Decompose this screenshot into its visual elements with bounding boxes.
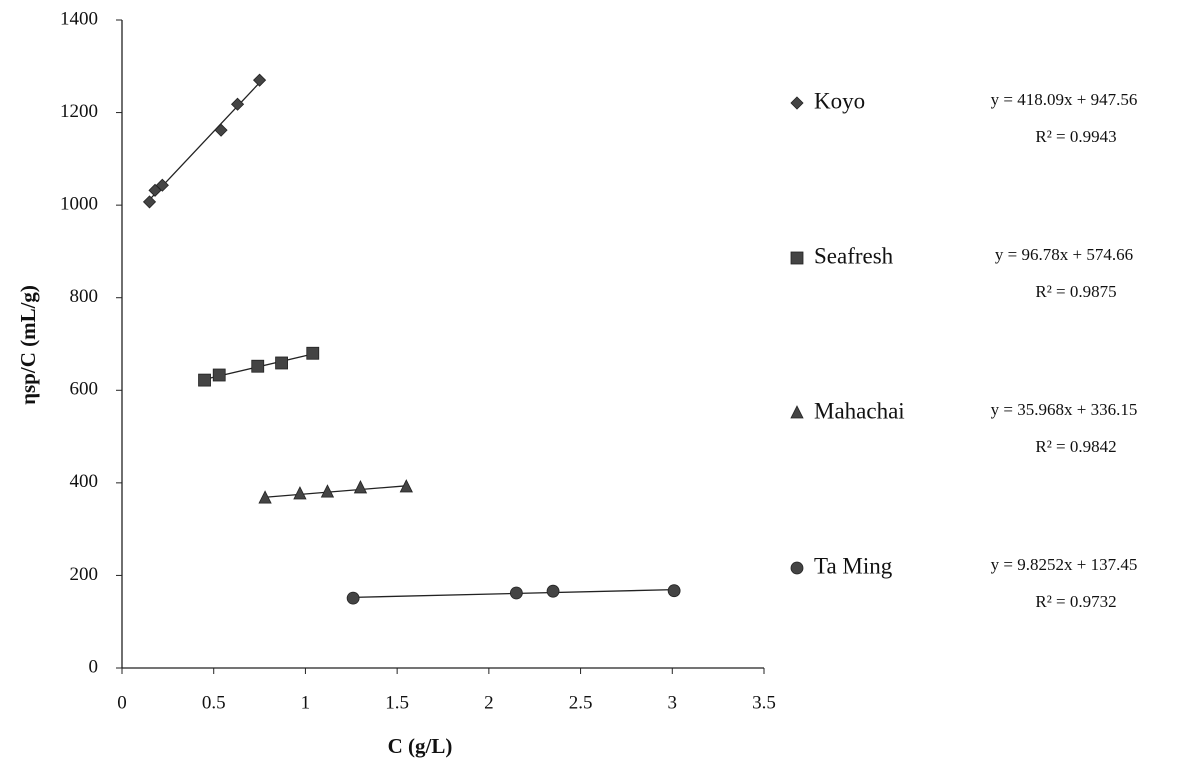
y-tick-label: 1400 [60, 8, 98, 29]
y-tick-label: 1200 [60, 101, 98, 122]
r-squared: R² = 0.9842 [1035, 437, 1116, 456]
trend-equation: y = 35.968x + 336.15 [991, 400, 1138, 419]
trend-equation: y = 96.78x + 574.66 [995, 245, 1133, 264]
data-point [509, 586, 523, 600]
legend-label: Seafresh [814, 243, 894, 268]
trendline [149, 82, 261, 201]
x-axis-title: C (g/L) [388, 734, 453, 758]
trendline [265, 485, 407, 498]
data-point [142, 195, 157, 209]
data-point [214, 123, 228, 137]
data-point [353, 480, 368, 494]
data-point [253, 73, 267, 87]
y-tick-label: 400 [70, 471, 99, 492]
data-point [258, 490, 272, 504]
x-tick-label: 0 [117, 692, 127, 713]
x-tick-label: 2 [484, 692, 494, 713]
data-point [230, 97, 245, 111]
y-tick-label: 1000 [60, 194, 98, 215]
data-point [198, 373, 211, 387]
x-tick-label: 3.5 [752, 692, 776, 713]
r-squared: R² = 0.9875 [1035, 282, 1116, 301]
legend-marker [790, 251, 804, 265]
legend-label: Mahachai [814, 398, 905, 423]
trend-equation: y = 418.09x + 947.56 [991, 90, 1138, 109]
data-point [155, 178, 169, 192]
y-tick-label: 600 [70, 379, 99, 400]
y-axis-title: ηsp/C (mL/g) [16, 285, 40, 405]
y-tick-label: 0 [89, 656, 99, 677]
x-tick-label: 0.5 [202, 692, 226, 713]
legend-marker [790, 561, 804, 575]
data-point [293, 486, 307, 500]
legend-label: Koyo [814, 88, 865, 113]
data-point [275, 356, 288, 370]
legend-marker [790, 96, 804, 110]
data-point [212, 368, 226, 382]
x-tick-label: 1.5 [385, 692, 409, 713]
x-tick-label: 2.5 [569, 692, 593, 713]
data-point [667, 584, 681, 598]
data-point [399, 479, 413, 493]
r-squared: R² = 0.9732 [1035, 592, 1116, 611]
x-tick-label: 3 [668, 692, 678, 713]
x-tick-label: 1 [301, 692, 311, 713]
y-tick-label: 200 [70, 564, 99, 585]
legend-label: Ta Ming [814, 553, 893, 578]
data-point [306, 346, 320, 360]
data-point [251, 359, 265, 373]
data-point [346, 591, 360, 605]
data-point [546, 584, 560, 598]
data-point [320, 484, 335, 498]
legend-marker [790, 405, 804, 419]
trend-equation: y = 9.8252x + 137.45 [991, 555, 1138, 574]
r-squared: R² = 0.9943 [1035, 127, 1116, 146]
y-tick-label: 800 [70, 286, 99, 307]
